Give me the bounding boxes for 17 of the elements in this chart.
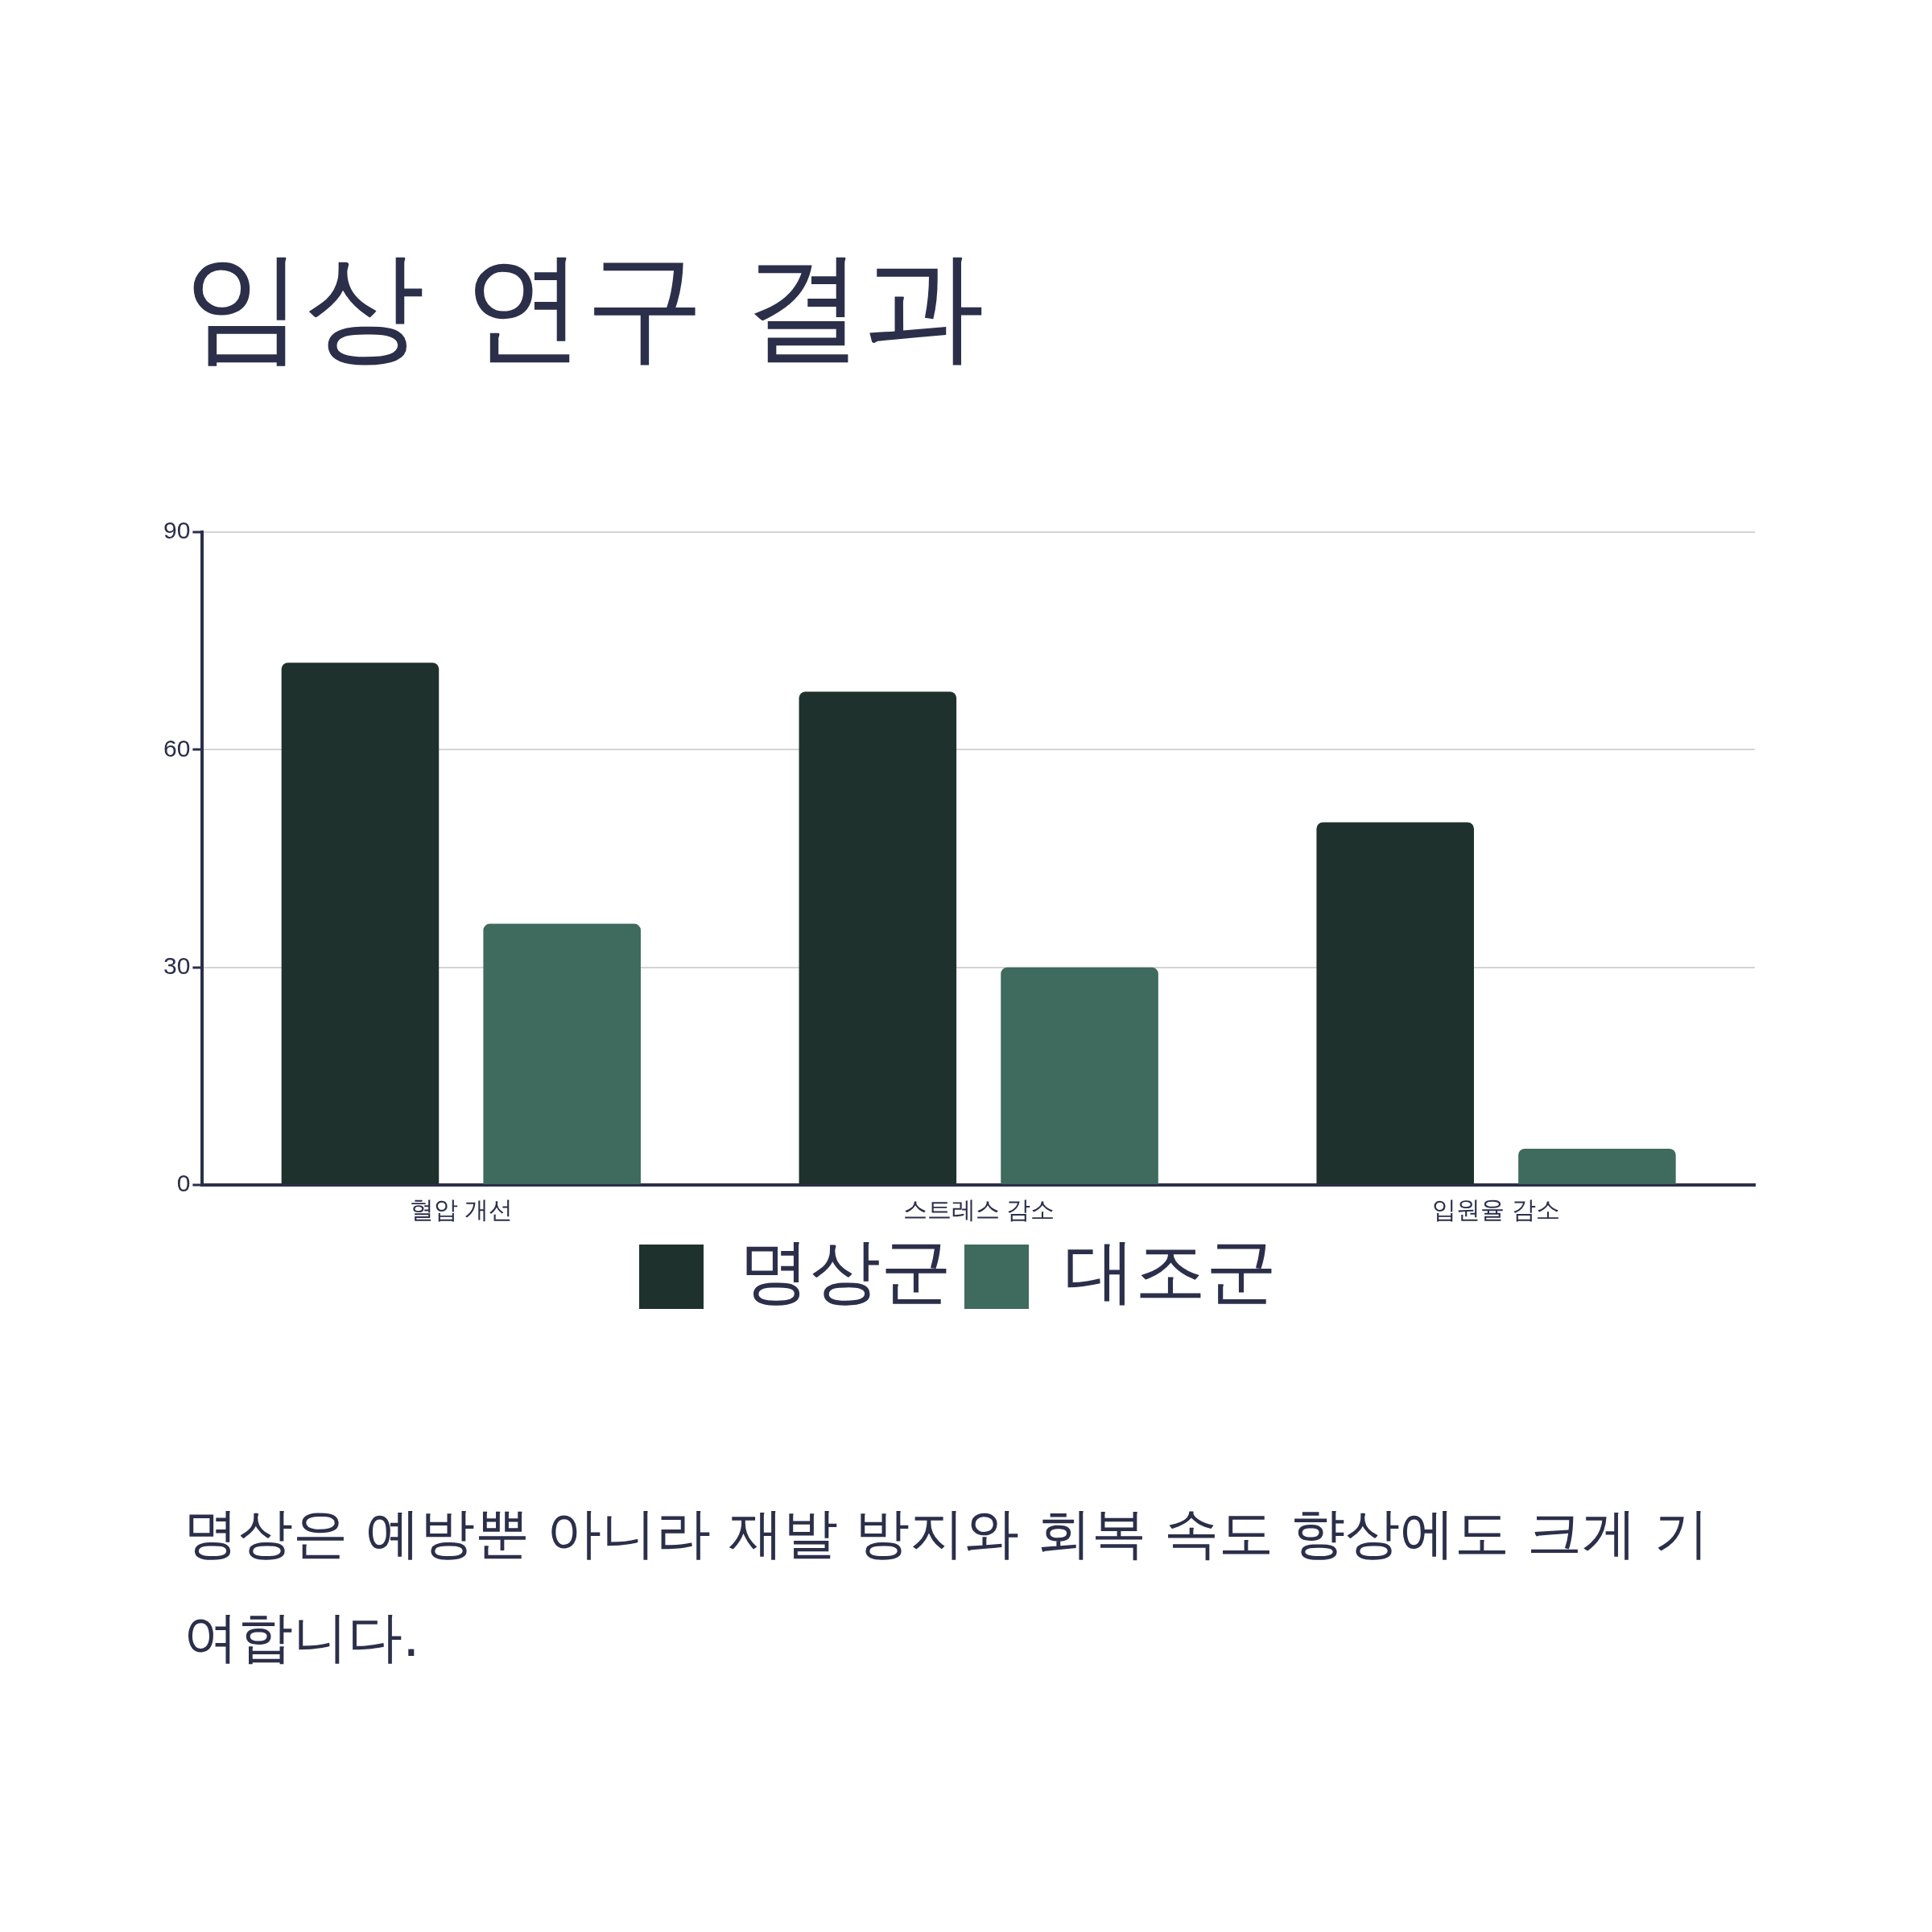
x-tick-label: 혈압 개선 <box>409 1196 513 1224</box>
x-tick-label: 입원율 감소 <box>1432 1196 1560 1224</box>
y-tick-label: 90 <box>163 517 191 544</box>
bar <box>1316 822 1474 1184</box>
chart-title: 임상 연구 결과 <box>184 235 985 378</box>
bar <box>799 691 957 1184</box>
text: 명상은 예방뿐 아니라 재발 방지와 회복 속도 향상에도 크게 기여합니다. <box>184 1501 1710 1671</box>
y-tick-label: 0 <box>176 1170 191 1197</box>
bar <box>281 663 440 1184</box>
bar <box>1001 967 1158 1184</box>
bar <box>1518 1148 1676 1184</box>
x-tick-label: 스트레스 감소 <box>902 1196 1055 1224</box>
y-tick-label: 60 <box>163 734 191 762</box>
bar <box>483 923 641 1184</box>
y-tick-label: 30 <box>163 952 191 979</box>
legend-label: 명상군 <box>739 1228 952 1312</box>
legend-label: 대조군 <box>1064 1228 1277 1312</box>
